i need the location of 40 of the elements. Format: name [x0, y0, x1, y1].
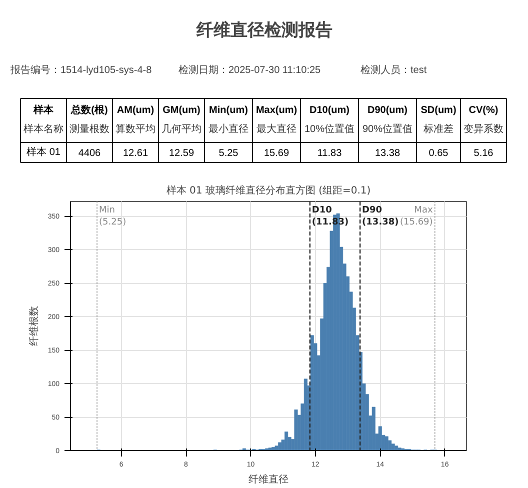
text: D10(um) [310, 105, 350, 116]
text: 最小直径 [208, 123, 248, 135]
text: 几何平均 [162, 123, 202, 135]
text: Min(um) [209, 105, 248, 116]
text: 报告编号：1514-lyd105-sys-4-8 [10, 64, 152, 76]
text: 变异系数 [464, 123, 504, 135]
text: GM(um) [162, 105, 200, 116]
text: 总数(根) [70, 104, 108, 116]
text: 5.25 [218, 148, 239, 159]
text: 测量根数 [70, 123, 110, 135]
text: 11.83 [317, 148, 342, 159]
text: 15.69 [264, 148, 290, 159]
text: 90%位置值 [362, 123, 413, 135]
chart-title: 样本 01 玻璃纤维直径分布直方图 (组距=0.1) [166, 184, 371, 196]
text: 样本 01 [26, 146, 61, 158]
text: SD(um) [420, 105, 456, 116]
text: 纤维直径检测报告 [196, 20, 332, 40]
text: Max(um) [256, 105, 298, 116]
text: 12.59 [168, 148, 194, 159]
text: 检测日期：2025-07-30 11:10:25 [178, 64, 322, 76]
ref-line-label: Min (5.25) [99, 206, 126, 228]
text: 0.65 [428, 148, 449, 159]
text: 样本名称 [24, 123, 64, 135]
y-axis-title: 纤维根数 [28, 306, 40, 346]
text: D90(um) [368, 105, 408, 116]
text: 标准差 [422, 123, 454, 135]
text: 样本 [32, 104, 54, 116]
text: 算数平均 [116, 123, 156, 135]
ref-line-label: D90 (13.38) [362, 206, 399, 228]
text: CV(%) [468, 105, 498, 116]
text: 13.38 [374, 148, 400, 159]
text: 5.16 [474, 148, 494, 159]
text: 最大直径 [256, 123, 296, 135]
ref-line-label: Max (15.69) [400, 206, 434, 228]
x-axis-title: 纤维直径 [248, 474, 288, 486]
text: 12.61 [122, 148, 148, 159]
text: AM(um) [116, 105, 154, 116]
text: 10%位置值 [304, 123, 355, 135]
text: 4406 [78, 148, 102, 159]
text: 检测人员：test [360, 64, 427, 76]
